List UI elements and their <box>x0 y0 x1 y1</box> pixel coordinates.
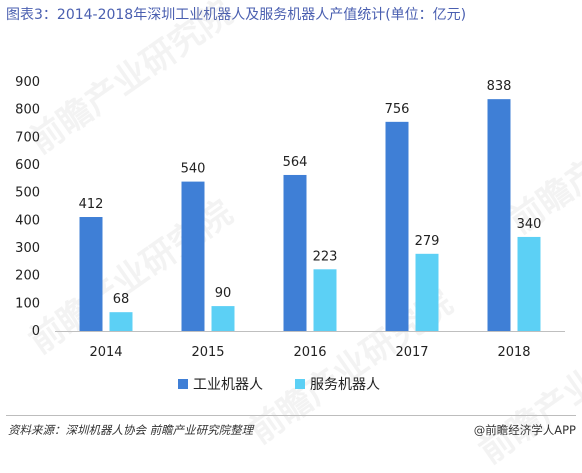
chart-title: 图表3：2014-2018年深圳工业机器人及服务机器人产值统计(单位：亿元) <box>6 7 467 23</box>
y-tick-label: 500 <box>15 186 40 201</box>
brand-credit: @前瞻经济学人APP <box>473 423 576 437</box>
x-tick-label: 2016 <box>293 345 326 360</box>
legend-swatch <box>178 379 188 389</box>
x-tick-label: 2014 <box>89 345 122 360</box>
data-label: 90 <box>215 286 232 301</box>
bar-industrial <box>283 174 307 331</box>
bar-industrial <box>487 99 511 331</box>
x-tick-label: 2015 <box>191 345 224 360</box>
y-tick-label: 300 <box>15 241 40 256</box>
y-tick-label: 400 <box>15 213 40 228</box>
data-label: 564 <box>283 155 308 170</box>
bar-service <box>313 269 337 331</box>
y-tick-label: 800 <box>15 103 40 118</box>
data-label: 223 <box>313 249 338 264</box>
x-tick-label: 2017 <box>395 345 428 360</box>
y-tick-label: 0 <box>32 324 40 339</box>
x-tick-label: 2018 <box>497 345 530 360</box>
footer-divider <box>6 415 576 416</box>
y-tick-label: 100 <box>15 296 40 311</box>
y-tick-label: 700 <box>15 130 40 145</box>
bar-industrial <box>181 181 205 331</box>
data-label: 412 <box>79 197 104 212</box>
bar-service <box>415 253 439 331</box>
bar-industrial <box>79 217 103 331</box>
data-label: 756 <box>385 102 410 117</box>
data-label: 340 <box>517 217 542 232</box>
data-label: 540 <box>181 162 206 177</box>
y-tick-label: 600 <box>15 158 40 173</box>
y-tick-label: 900 <box>15 75 40 90</box>
source-note: 资料来源：深圳机器人协会 前瞻产业研究院整理 <box>8 423 254 437</box>
legend-swatch <box>295 379 305 389</box>
y-tick-label: 200 <box>15 269 40 284</box>
data-label: 68 <box>113 292 130 307</box>
bar-service <box>517 236 541 331</box>
bar-service <box>211 306 235 331</box>
data-label: 838 <box>487 79 512 94</box>
legend-label: 服务机器人 <box>310 377 380 393</box>
bar-industrial <box>385 121 409 331</box>
legend-label: 工业机器人 <box>193 377 263 393</box>
bar-chart: 0 100 200 300 400 500 600 700 800 900 412 68 2014 540… <box>15 75 565 393</box>
bar-service <box>109 312 133 331</box>
data-label: 279 <box>415 234 440 249</box>
